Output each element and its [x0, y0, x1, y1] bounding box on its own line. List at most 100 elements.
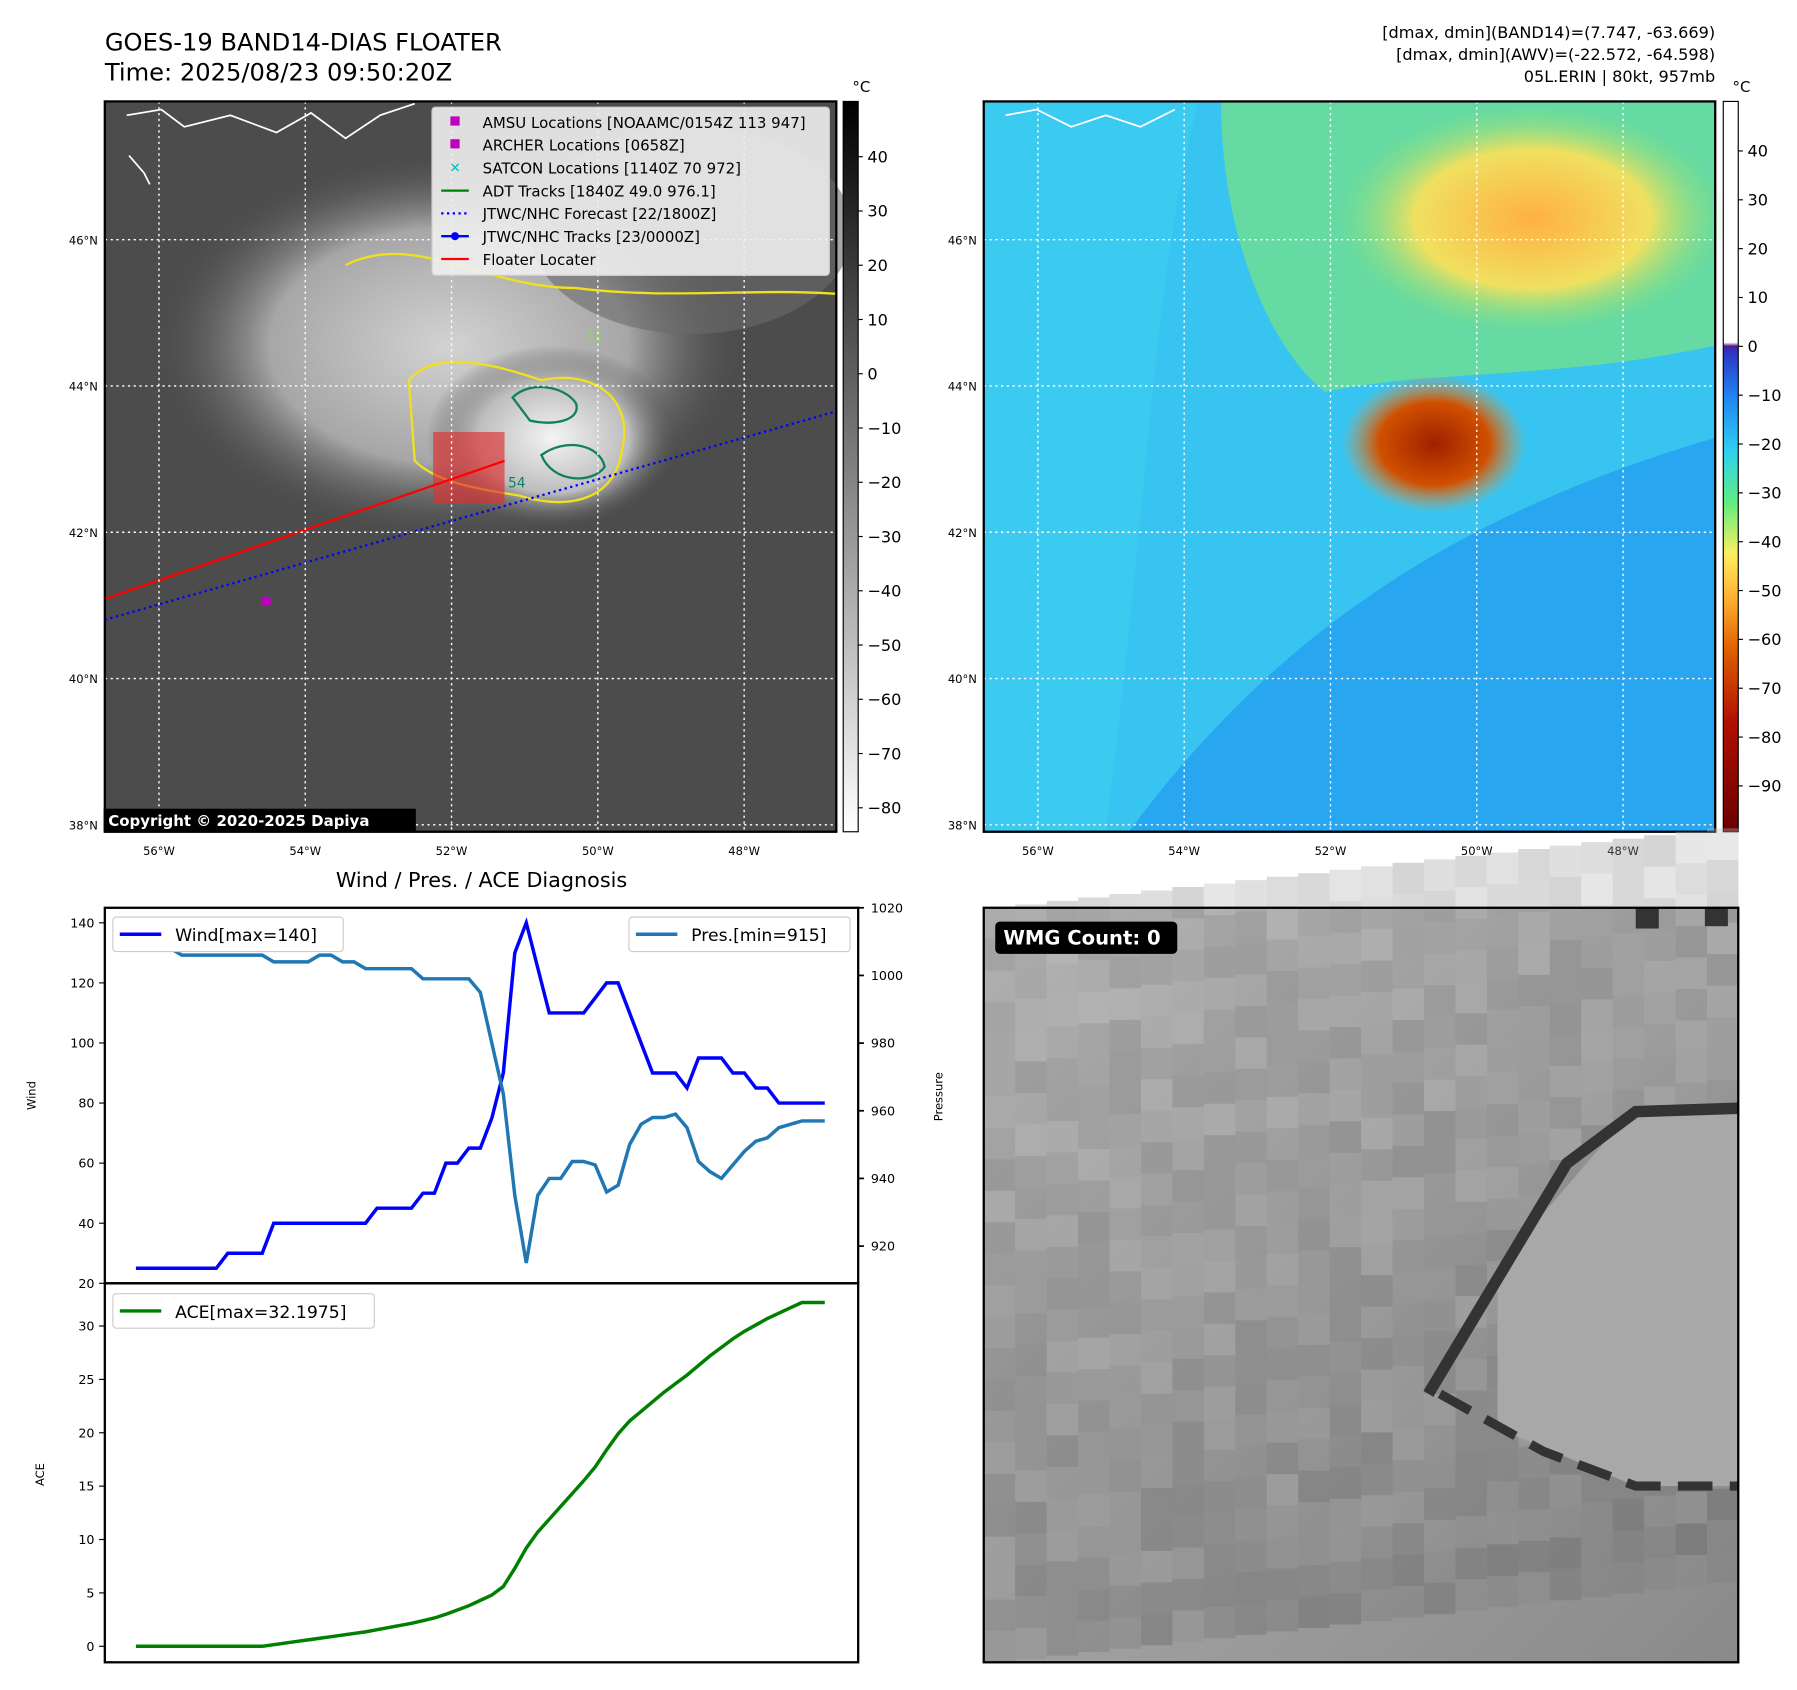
lat-label: 46°N	[69, 233, 98, 247]
wmg-pixel	[1203, 1418, 1236, 1450]
wmg-pixel	[1675, 926, 1708, 958]
wmg-pixel	[1581, 1533, 1613, 1566]
wmg-pixel	[1046, 1058, 1079, 1090]
wmg-pixel	[1298, 1502, 1330, 1534]
wmg-pixel	[1235, 943, 1267, 975]
wmg-pixel	[1109, 1460, 1141, 1492]
wmg-pixel	[1518, 1540, 1550, 1573]
wmg-pixel	[1361, 1495, 1393, 1527]
wmg-pixel	[1392, 1366, 1425, 1398]
wmg-dark-edge	[1423, 1102, 1739, 1397]
wmg-pixel	[1046, 1026, 1079, 1059]
wmg-pixel	[1329, 1278, 1362, 1311]
wmg-pixel	[1518, 1100, 1550, 1133]
contour-label: 31	[585, 329, 603, 345]
wmg-pixel	[1140, 890, 1173, 922]
wmg-pixel	[1078, 1463, 1110, 1495]
wmg-pixel	[1361, 1526, 1393, 1559]
wmg-pixel	[1172, 1012, 1204, 1045]
wmg-pixel	[1140, 1142, 1173, 1174]
wmg-pixel	[1109, 1554, 1141, 1586]
wmg-pixel	[1549, 1002, 1582, 1035]
wmg-pixel	[1015, 1407, 1047, 1439]
wmg-pixel	[1518, 943, 1550, 975]
wmg-pixel	[1329, 1404, 1362, 1436]
wmg-pixel	[1298, 1061, 1330, 1094]
wmg-pixel	[1392, 1554, 1425, 1587]
wmg-pixel	[1424, 1016, 1456, 1049]
warm-cloud-field	[1336, 103, 1728, 335]
wmg-pixel	[1203, 915, 1236, 947]
wmg-pixel	[1518, 1132, 1550, 1164]
wmg-pixel	[1203, 1575, 1236, 1607]
wmg-pixel	[1109, 1334, 1141, 1366]
lon-label: 52°W	[436, 844, 468, 858]
wmg-pixel	[1644, 1558, 1676, 1590]
wmg-pixel	[1298, 1313, 1330, 1345]
wmg-pixel	[1266, 1159, 1299, 1192]
wmg-pixel	[1581, 1093, 1613, 1126]
contour-label: 54	[508, 475, 526, 491]
wmg-pixel	[1140, 953, 1173, 985]
chart-title: Wind / Pres. / ACE Diagnosis	[336, 868, 627, 892]
colorbar-tick-label: 20	[1747, 239, 1768, 258]
wmg-pixel	[1455, 918, 1487, 951]
y2-tick-label: 1020	[871, 900, 903, 915]
wmg-pixel	[1707, 1016, 1739, 1049]
pressure-line	[135, 919, 825, 1264]
wmg-pixel	[1329, 1435, 1362, 1468]
wmg-pixel	[1644, 992, 1676, 1024]
wmg-pixel	[1266, 1474, 1299, 1506]
wmg-pixel	[1203, 1229, 1236, 1261]
colorbar-tick-label: 20	[867, 256, 888, 275]
wmg-pixel	[1203, 1198, 1236, 1230]
wmg-pixel	[1455, 1076, 1487, 1108]
wmg-pixel	[1392, 862, 1425, 895]
wmg-pixel	[1644, 1527, 1676, 1559]
wmg-pixel	[1612, 838, 1645, 871]
wmg-pixel	[983, 1473, 1016, 1506]
wmg-pixel	[1361, 1275, 1393, 1307]
wmg-pixel	[1015, 1470, 1047, 1502]
wmg-pixel	[1015, 1030, 1047, 1062]
pressure-legend	[628, 916, 851, 953]
wmg-pixel	[1046, 1246, 1079, 1279]
wmg-pixel	[1392, 1334, 1425, 1367]
wmg-pixel	[1015, 1061, 1047, 1094]
wmg-pixel	[1424, 1142, 1456, 1174]
wmg-pixel	[1203, 1449, 1236, 1482]
wmg-pixel	[1298, 967, 1330, 1000]
colorbar-gradient	[1722, 100, 1739, 833]
wmg-pixel	[1078, 1400, 1110, 1433]
wmg-pixel	[1235, 911, 1267, 944]
wmg-pixel	[1329, 995, 1362, 1028]
wmg-pixel	[1455, 950, 1487, 982]
lat-label: 40°N	[69, 672, 98, 686]
wmg-count-text: WMG Count: 0	[1003, 927, 1160, 950]
wmg-pixel	[1644, 1023, 1676, 1056]
wmg-pixel	[1392, 1428, 1425, 1461]
wmg-pixel	[1109, 1428, 1141, 1461]
colorbar-tick-label: −10	[867, 419, 901, 438]
legend-x-marker: ✕	[449, 160, 461, 176]
wmg-pixel	[1298, 999, 1330, 1031]
map-frame	[982, 100, 1717, 833]
colorbar-tick-label: −20	[1747, 435, 1781, 454]
wmg-pixel	[1078, 1620, 1110, 1653]
colorbar-tick-label: −80	[867, 799, 901, 818]
wmg-pixel	[1329, 1089, 1362, 1122]
wmg-pixel	[1675, 1555, 1708, 1587]
wmg-pixel	[1424, 953, 1456, 986]
wmg-pixel	[983, 1599, 1016, 1632]
wmg-pixel	[1298, 1093, 1330, 1125]
wmg-pixel	[1203, 1103, 1236, 1136]
wmg-pixel	[1203, 1072, 1236, 1104]
wmg-pixel	[1172, 1264, 1204, 1296]
legend-square-marker	[450, 139, 460, 149]
legend-label: AMSU Locations [NOAAMC/0154Z 113 947]	[483, 114, 806, 132]
wmg-pixel	[983, 1285, 1016, 1317]
wmg-pixel	[1203, 977, 1236, 1010]
wmg-pixel	[1329, 1530, 1362, 1562]
wmg-pixel	[1361, 866, 1393, 898]
